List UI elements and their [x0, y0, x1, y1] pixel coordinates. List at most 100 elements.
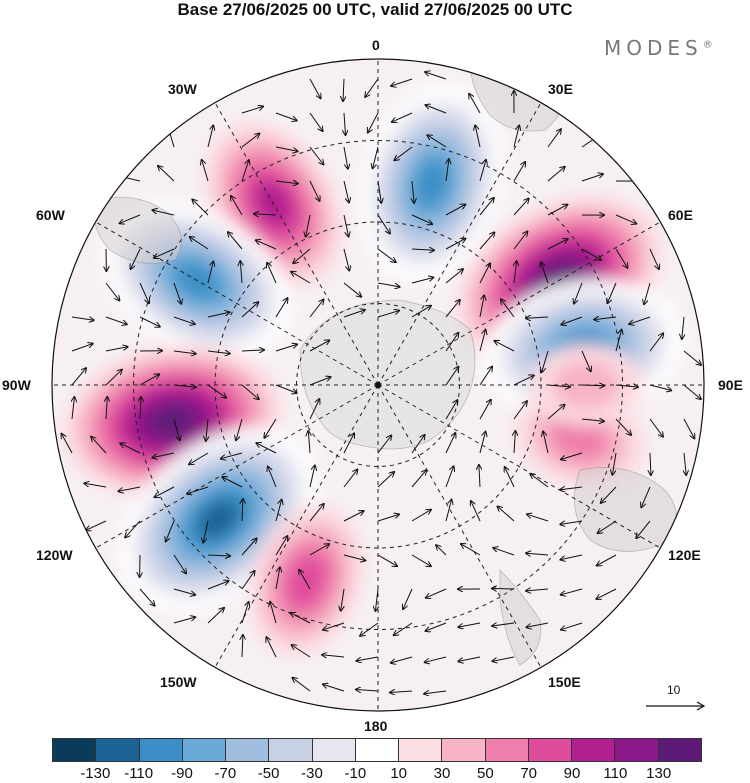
wind-vector-arrow — [547, 205, 567, 216]
wind-vector-arrow — [581, 350, 591, 371]
lon-label-left-lower: 120W — [36, 547, 73, 563]
wind-vector-arrow — [513, 126, 519, 148]
wind-vector-arrow — [343, 554, 365, 561]
wind-vector-arrow — [636, 520, 651, 538]
wind-vector-arrow — [207, 384, 226, 398]
wind-vector-arrow — [641, 486, 651, 507]
wind-vector-arrow — [292, 678, 311, 692]
wind-vector-arrow — [105, 347, 128, 352]
wind-vector-arrow — [650, 452, 651, 475]
color-swatch — [355, 739, 400, 761]
wind-vector-arrow — [173, 588, 195, 595]
wind-vector-arrow — [131, 248, 141, 269]
wind-vector-arrow — [445, 333, 458, 352]
negative-anomaly-contour — [414, 159, 450, 208]
wind-vector-arrow — [173, 418, 180, 440]
wind-vector-arrow — [596, 588, 617, 599]
wind-vector-arrow — [411, 214, 432, 224]
wind-vector-arrow — [377, 282, 400, 287]
wind-vector-arrow — [513, 199, 529, 216]
wind-vector-arrow — [236, 418, 243, 440]
lon-label-right: 90E — [718, 377, 743, 393]
lon-label-bottom-left: 150W — [160, 674, 197, 690]
wind-vector-arrow — [445, 466, 454, 488]
wind-vector-arrow — [203, 520, 209, 543]
wind-vector-arrow — [615, 385, 638, 387]
wind-vector-arrow — [268, 467, 277, 488]
wind-vector-arrow — [275, 384, 297, 393]
wind-vector-arrow — [241, 134, 259, 148]
wind-vector-arrow — [514, 261, 517, 284]
wind-vector-arrow — [445, 500, 452, 522]
land-masses — [93, 59, 677, 666]
wind-vector-arrow — [308, 431, 310, 454]
wind-vector-arrow — [479, 232, 494, 250]
color-scale-tick-label: -10 — [344, 765, 367, 782]
wind-vector-arrow — [479, 465, 480, 488]
brand-name: MODES — [604, 36, 703, 60]
wind-vector-arrow — [377, 248, 396, 262]
wind-vector-arrow — [173, 617, 195, 624]
wind-vector-arrow — [139, 282, 149, 303]
wind-vector-arrow — [190, 237, 209, 250]
wind-vector-arrow — [173, 282, 181, 304]
wind-vector-arrow — [207, 555, 230, 556]
color-swatch — [312, 739, 356, 761]
wind-vector-arrow — [607, 282, 617, 303]
wind-vector-arrow — [343, 511, 364, 522]
wind-vector-arrow — [601, 486, 617, 503]
wind-vector-arrow — [341, 588, 345, 611]
wind-vector-arrow — [322, 655, 345, 657]
color-swatch — [269, 739, 313, 761]
wind-vector-arrow — [445, 300, 460, 318]
wind-vector-arrow — [682, 316, 684, 339]
wind-vector-arrow — [561, 554, 583, 560]
wind-vector-arrow — [461, 544, 481, 556]
wind-vector-arrow — [241, 602, 249, 624]
wind-vector-arrow — [343, 146, 348, 169]
wind-vector-arrow — [403, 588, 413, 609]
map-title: Base 27/06/2025 00 UTC, valid 27/06/2025… — [177, 0, 573, 19]
wind-vector-arrow — [291, 613, 311, 624]
wind-vector-arrow — [436, 545, 447, 556]
brand-mark: ® — [702, 39, 713, 51]
wind-vector-arrow — [377, 436, 391, 454]
wind-vector-arrow — [125, 520, 141, 537]
wind-vector-arrow — [514, 431, 515, 454]
color-scale-tick-label: -70 — [214, 765, 237, 782]
wind-vector-arrow — [275, 344, 297, 352]
wind-vector-arrow — [309, 112, 323, 131]
wind-vector-arrow — [479, 432, 486, 454]
wind-vector-arrow — [445, 269, 463, 284]
wind-vector-arrow — [155, 486, 175, 497]
wind-vector-arrow — [275, 567, 280, 590]
wind-vector-arrow — [458, 656, 481, 661]
wind-vector-arrow — [526, 317, 549, 318]
wind-vector-arrow — [71, 344, 93, 352]
wind-vector-arrow — [498, 507, 515, 522]
wind-vector-arrow — [446, 159, 449, 182]
wind-vector-arrow — [377, 180, 381, 203]
wind-vector-arrow — [343, 78, 344, 101]
wind-vector-arrow — [86, 520, 107, 530]
wind-vector-arrow — [547, 129, 561, 148]
color-scale-tick-label: 130 — [646, 765, 672, 782]
lon-label-bottom-right: 150E — [548, 674, 581, 690]
wind-vector-arrow — [513, 375, 534, 386]
wind-vector-arrow — [306, 214, 311, 237]
wind-vector-arrow — [411, 435, 425, 454]
wind-vector-arrow — [207, 262, 213, 284]
color-swatch — [442, 739, 486, 761]
wind-vector-arrow — [526, 622, 549, 627]
wind-vector-arrow — [475, 126, 481, 148]
wind-vector-arrow — [270, 602, 277, 624]
wind-vector-arrow — [139, 316, 160, 327]
wind-vector-arrow — [377, 214, 390, 234]
color-scale-tick-label: 50 — [476, 765, 494, 782]
meridian-line — [377, 384, 542, 668]
wind-vector-arrow — [368, 112, 379, 133]
wind-vector-arrow — [153, 210, 175, 216]
wind-vector-arrow — [231, 196, 243, 216]
wind-vector-arrow — [173, 316, 195, 324]
wind-vector-arrow — [390, 691, 413, 693]
